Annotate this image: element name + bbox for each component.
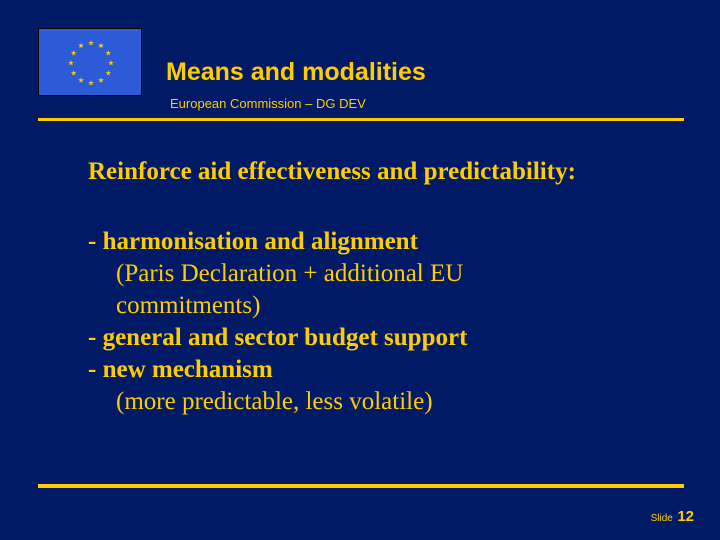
eu-star-icon: [78, 77, 84, 83]
body-line: - general and sector budget support: [88, 322, 467, 354]
eu-star-icon: [88, 80, 94, 86]
slide-footer: Slide 12: [651, 508, 694, 526]
eu-flag: [38, 28, 142, 96]
slide-subtitle: European Commission – DG DEV: [170, 96, 366, 111]
eu-star-icon: [71, 70, 77, 76]
body-line: - new mechanism: [88, 354, 467, 386]
eu-star-icon: [78, 43, 84, 49]
eu-star-icon: [105, 50, 111, 56]
content-heading: Reinforce aid effectiveness and predicta…: [88, 158, 576, 186]
divider-bottom: [38, 484, 684, 488]
body-line: (more predictable, less volatile): [88, 386, 467, 418]
eu-star-icon: [108, 60, 114, 66]
eu-star-icon: [98, 77, 104, 83]
body-line: - harmonisation and alignment: [88, 226, 467, 258]
content-body: - harmonisation and alignment(Paris Decl…: [88, 226, 467, 418]
footer-page-number: 12: [677, 508, 694, 525]
eu-flag-stars: [39, 29, 141, 95]
eu-star-icon: [98, 43, 104, 49]
eu-star-icon: [71, 50, 77, 56]
eu-star-icon: [105, 70, 111, 76]
divider-top: [38, 118, 684, 121]
footer-label: Slide: [651, 513, 673, 524]
slide: Means and modalities European Commission…: [0, 0, 720, 540]
eu-star-icon: [68, 60, 74, 66]
body-line: commitments): [88, 290, 467, 322]
body-line: (Paris Declaration + additional EU: [88, 258, 467, 290]
eu-star-icon: [88, 40, 94, 46]
slide-title: Means and modalities: [166, 58, 426, 87]
